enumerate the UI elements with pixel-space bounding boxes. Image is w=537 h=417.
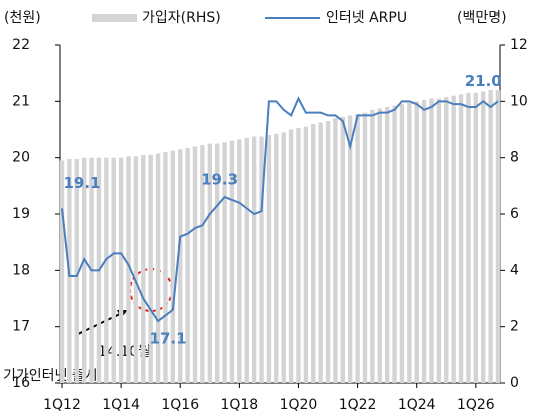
bar — [436, 98, 442, 384]
bar — [266, 135, 272, 383]
bar — [126, 156, 131, 383]
y2-tick-label: 0 — [510, 375, 519, 391]
x-tick-label: 1Q20 — [280, 397, 318, 413]
bar — [303, 126, 309, 383]
bar — [348, 115, 353, 384]
bar — [481, 91, 486, 383]
y-tick-label: 16 — [12, 375, 30, 391]
bar — [392, 105, 397, 383]
value-label: 17.1 — [150, 330, 187, 348]
bar — [259, 136, 264, 383]
y2-tick-label: 4 — [510, 262, 519, 278]
bar — [429, 98, 434, 384]
x-tick-label: 1Q14 — [102, 397, 140, 413]
bar — [362, 112, 368, 383]
bar — [318, 122, 323, 383]
y-tick-label: 21 — [12, 93, 30, 109]
bar — [407, 102, 412, 383]
y-tick-label: 22 — [12, 37, 30, 53]
bar — [74, 159, 79, 383]
y2-tick-label: 12 — [510, 37, 528, 53]
x-tick-label: 1Q22 — [339, 397, 377, 413]
bar — [399, 104, 405, 384]
y2-tick-label: 2 — [510, 319, 519, 335]
bar — [178, 149, 183, 383]
bar — [414, 101, 419, 383]
bar — [466, 92, 471, 383]
bar — [163, 152, 168, 383]
y-tick-label: 18 — [12, 262, 30, 278]
x-tick-label: 1Q26 — [457, 397, 495, 413]
bar — [325, 121, 331, 384]
y2-unit: (백만명) — [457, 10, 507, 26]
bar — [296, 128, 301, 383]
value-label: 19.3 — [201, 171, 238, 189]
bar — [288, 129, 294, 383]
bar — [488, 90, 493, 384]
bar — [141, 154, 146, 383]
bar — [495, 90, 501, 384]
y2-tick-label: 6 — [510, 206, 519, 222]
bar — [185, 147, 190, 383]
bar — [229, 140, 235, 383]
legend-label: 인터넷 ARPU — [326, 10, 407, 26]
bar — [104, 157, 109, 383]
bar — [192, 146, 198, 383]
bar — [311, 123, 316, 383]
bar — [214, 143, 220, 383]
bar — [251, 136, 257, 383]
bar — [370, 109, 375, 384]
bar — [473, 92, 479, 383]
bar — [111, 157, 116, 383]
legend-label: 가입자(RHS) — [142, 10, 221, 26]
bar — [155, 153, 161, 383]
bar — [333, 118, 338, 383]
y-tick-label: 17 — [12, 319, 30, 335]
bar — [59, 160, 65, 383]
value-label: 19.1 — [63, 174, 100, 192]
x-tick-label: 1Q16 — [161, 397, 199, 413]
bar — [451, 95, 456, 383]
bar — [207, 143, 212, 383]
bar — [118, 157, 124, 383]
bar — [377, 108, 382, 383]
bar — [458, 94, 464, 384]
bar — [170, 150, 176, 383]
x-tick-label: 1Q18 — [220, 397, 258, 413]
bar — [340, 116, 346, 383]
bar — [384, 106, 390, 383]
bar — [444, 97, 449, 383]
y-unit: (천원) — [4, 10, 41, 26]
bar — [81, 157, 87, 383]
line — [61, 96, 499, 323]
y-tick-label: 20 — [12, 150, 30, 166]
y2-tick-label: 10 — [510, 93, 528, 109]
bar — [148, 154, 153, 383]
y2-tick-label: 8 — [510, 150, 519, 166]
x-tick-label: 1Q24 — [398, 397, 436, 413]
bar — [355, 114, 360, 383]
y-tick-label: 19 — [12, 206, 30, 222]
bar — [244, 137, 249, 383]
legend-swatch — [92, 14, 137, 22]
bar — [237, 139, 242, 383]
value-label: 21.0 — [465, 72, 502, 90]
bar — [274, 133, 279, 383]
annotation: 기가인터넷 출시 — [3, 368, 98, 384]
bar — [133, 156, 139, 383]
bar — [421, 99, 427, 384]
bar — [222, 142, 227, 383]
bar — [200, 144, 205, 383]
x-tick-label: 1Q12 — [43, 397, 81, 413]
bar — [281, 132, 286, 383]
